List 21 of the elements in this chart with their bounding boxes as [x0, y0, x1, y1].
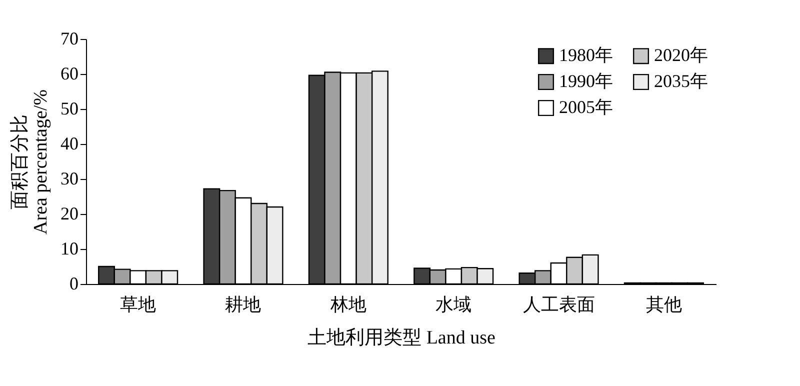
legend-label: 2035年 [654, 71, 708, 91]
x-tick-label: 林地 [329, 294, 366, 314]
y-tick-label: 20 [60, 204, 78, 224]
y-tick-label: 50 [60, 98, 78, 118]
y-tick-label: 60 [60, 64, 78, 84]
x-tick-label: 人工表面 [522, 294, 595, 314]
y-tick-label: 40 [60, 134, 78, 154]
x-tick-label: 水域 [436, 294, 472, 314]
x-tick-label: 其他 [646, 294, 682, 314]
legend-label: 1980年 [559, 45, 613, 66]
x-tick-label: 耕地 [225, 294, 262, 314]
x-tick-label: 草地 [120, 294, 156, 314]
y-tick-label: 30 [60, 168, 78, 188]
x-axis-title: 土地利用类型 Land use [308, 328, 496, 348]
legend-label: 2005年 [559, 97, 613, 117]
y-tick-label: 10 [60, 238, 78, 258]
y-tick-label: 0 [70, 274, 78, 294]
legend-label: 1990年 [559, 71, 613, 91]
y-axis-title: 面积百分比 Area percentage/% [10, 89, 52, 235]
y-tick-label: 70 [60, 28, 78, 48]
legend-label: 2020年 [654, 45, 708, 66]
